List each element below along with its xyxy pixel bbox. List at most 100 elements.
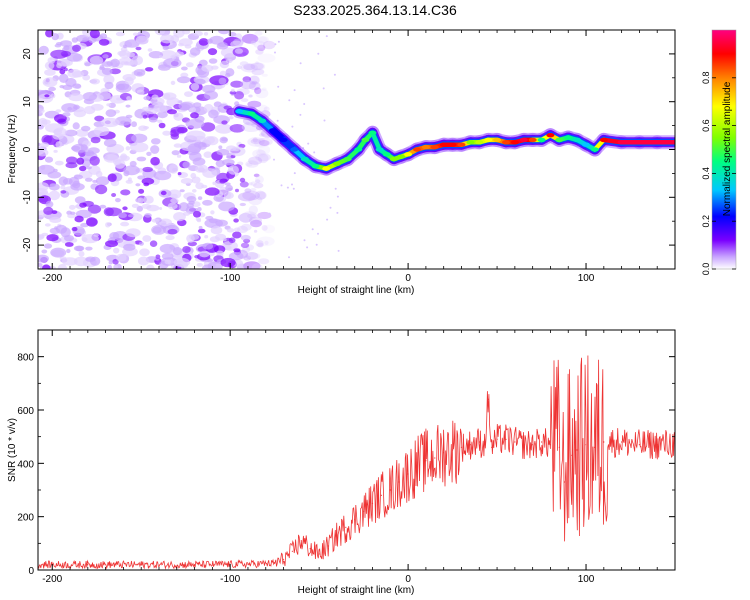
noise-blob (247, 100, 262, 108)
noise-blob (234, 48, 243, 54)
noise-blob (99, 204, 107, 209)
noise-blob (107, 264, 113, 269)
noise-blob (252, 149, 266, 159)
noise-blob (159, 207, 163, 210)
noise-blob (167, 202, 178, 210)
noise-blob (146, 264, 155, 269)
snr-point (621, 441, 623, 443)
snr-point (309, 548, 311, 550)
noise-blob (73, 109, 87, 118)
noise-blob (64, 129, 78, 137)
snr-point (371, 502, 374, 504)
noise-blob (41, 134, 52, 145)
snr-point (282, 558, 285, 560)
noise-blob (238, 212, 253, 223)
spectrogram-y-tick-label: 10 (22, 96, 33, 108)
noise-blob (112, 264, 119, 269)
noise-dot (333, 73, 336, 76)
noise-blob (182, 211, 191, 216)
noise-blob (218, 201, 236, 212)
noise-blob (61, 257, 78, 266)
noise-blob (150, 97, 165, 106)
noise-blob (218, 186, 228, 195)
noise-blob (40, 142, 49, 148)
noise-blob (255, 240, 264, 247)
snr-point (496, 438, 498, 440)
noise-blob (118, 212, 127, 218)
snr-point (407, 473, 409, 475)
noise-blob (230, 80, 244, 88)
spectrogram-x-tick-label: 0 (405, 273, 411, 284)
noise-blob (44, 223, 51, 227)
noise-blob (48, 86, 56, 92)
colorbar-gradient (712, 30, 736, 269)
noise-blob (41, 119, 51, 125)
noise-blob (239, 61, 249, 67)
noise-blob (185, 62, 194, 68)
noise-blob (85, 256, 96, 262)
noise-blob (254, 190, 266, 201)
noise-blob (258, 133, 265, 137)
noise-blob (253, 62, 266, 71)
noise-blob (115, 31, 125, 37)
noise-blob (93, 126, 110, 136)
noise-blob (60, 190, 67, 194)
noise-blob (250, 62, 264, 71)
noise-blob (231, 88, 235, 93)
noise-blob (137, 197, 144, 204)
noise-dot (317, 52, 320, 55)
noise-blob (44, 69, 56, 76)
noise-blob (176, 154, 182, 158)
noise-blob (127, 214, 135, 218)
noise-blob (203, 90, 218, 100)
noise-blob (89, 156, 100, 166)
noise-blob (208, 58, 218, 64)
ridge-point (537, 137, 546, 143)
noise-blob (239, 177, 246, 183)
noise-blob (120, 221, 130, 227)
noise-blob (78, 251, 85, 257)
ridge-point (290, 147, 299, 152)
noise-blob (161, 252, 174, 260)
spectrogram-x-axis-label: Height of straight line (km) (298, 285, 415, 296)
ridge-point (354, 147, 363, 152)
snr-point (425, 460, 427, 462)
snr-point (460, 446, 463, 448)
noise-blob (177, 172, 182, 176)
noise-blob (202, 242, 214, 250)
noise-dot (323, 119, 326, 122)
noise-blob (256, 236, 275, 247)
noise-blob (105, 222, 111, 228)
colorbar-frame (711, 29, 737, 270)
noise-blob (233, 227, 241, 232)
noise-blob (248, 75, 260, 85)
noise-blob (261, 73, 268, 77)
ridge-point (375, 147, 384, 152)
ridge-point (413, 147, 421, 152)
noise-blob (136, 205, 143, 212)
noise-blob (154, 30, 166, 36)
snr-point (87, 564, 89, 566)
ridge-point (368, 130, 377, 135)
noise-dot (274, 43, 277, 46)
snr-point (532, 444, 534, 446)
noise-blob (142, 114, 148, 119)
noise-blob (157, 64, 171, 71)
snr-y-ticks: 0 200 400 600 800 (17, 329, 675, 577)
noise-blob (185, 119, 205, 129)
noise-blob (100, 117, 120, 128)
ridge-point (332, 161, 341, 166)
noise-blob (235, 188, 239, 193)
noise-blob (251, 80, 258, 85)
noise-blob (138, 188, 145, 194)
noise-blob (103, 207, 114, 217)
noise-blob (99, 33, 108, 40)
ridge-point (510, 140, 519, 145)
noise-blob (255, 88, 269, 99)
noise-blob (253, 229, 258, 233)
noise-blob (114, 159, 126, 169)
noise-blob (137, 175, 146, 180)
snr-point (318, 553, 320, 555)
noise-dot (268, 212, 271, 215)
snr-y-tick-label: 600 (17, 406, 34, 417)
